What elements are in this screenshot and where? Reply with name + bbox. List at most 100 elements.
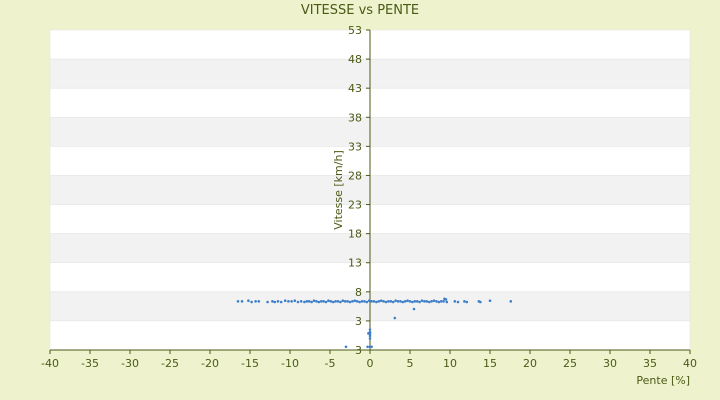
data-point [372, 300, 376, 303]
data-point [465, 300, 469, 304]
data-point [299, 300, 303, 303]
x-tick-label: -20 [201, 357, 219, 370]
y-tick-label: 23 [348, 199, 362, 212]
x-tick-label: -10 [281, 357, 299, 370]
x-tick-label: -25 [161, 357, 179, 370]
data-point [250, 300, 253, 304]
data-point [329, 300, 333, 303]
x-tick-label: 40 [683, 357, 697, 370]
x-axis-label: Pente [%] [636, 374, 690, 387]
data-point [303, 300, 306, 304]
x-tick-label: 25 [563, 357, 577, 370]
data-point [346, 300, 349, 303]
data-point [479, 300, 482, 304]
data-point [322, 300, 325, 303]
data-point [370, 345, 373, 349]
data-point [355, 300, 359, 303]
x-tick-label: 5 [407, 357, 414, 370]
data-point [240, 300, 244, 303]
data-point [266, 300, 269, 304]
data-point [336, 300, 340, 303]
data-point [366, 345, 369, 349]
data-point [287, 300, 290, 303]
data-point [456, 300, 460, 304]
data-point [413, 300, 417, 303]
data-point [420, 299, 424, 303]
data-point [273, 300, 277, 304]
data-point [247, 299, 250, 303]
y-tick-label: 33 [348, 140, 362, 153]
data-point [368, 328, 372, 331]
y-axis-label: Vitesse [km/h] [332, 150, 345, 230]
data-point [432, 299, 436, 303]
x-tick-label: -35 [81, 357, 99, 370]
data-point [401, 300, 405, 304]
data-point [319, 300, 323, 303]
data-point [351, 300, 354, 303]
data-point [427, 300, 431, 304]
x-tick-label: 30 [603, 357, 617, 370]
data-point [290, 300, 293, 303]
data-point [283, 299, 287, 303]
y-tick-label: 48 [348, 53, 362, 66]
data-point [382, 300, 385, 303]
data-point [348, 300, 352, 304]
data-point [430, 300, 433, 303]
data-point [310, 300, 313, 304]
data-point [423, 300, 426, 303]
chart-title: VITESSE vs PENTE [301, 3, 419, 18]
data-point [418, 300, 421, 304]
x-tick-label: -30 [121, 357, 139, 370]
x-tick-label: -15 [241, 357, 259, 370]
data-point [384, 300, 388, 304]
data-point [365, 300, 369, 304]
data-point [276, 300, 280, 303]
x-tick-label: -5 [325, 357, 336, 370]
data-point [341, 299, 345, 303]
data-point [236, 300, 240, 303]
data-point [307, 300, 311, 303]
data-point [257, 300, 261, 303]
y-tick-label: 8 [355, 286, 362, 299]
x-tick-label: 20 [523, 357, 537, 370]
data-point [442, 300, 445, 303]
data-point [488, 299, 492, 303]
data-point [324, 300, 328, 304]
y-tick-label: 3 [355, 315, 362, 328]
data-point [394, 299, 397, 303]
data-point [315, 300, 318, 303]
data-point [254, 300, 257, 303]
data-point [435, 300, 438, 303]
data-point [389, 300, 393, 303]
data-point [305, 300, 309, 303]
data-point [437, 300, 441, 304]
y-tick-label: 38 [348, 111, 362, 124]
y-tick-label: 28 [348, 169, 362, 182]
data-point [399, 300, 402, 303]
data-point [334, 300, 337, 303]
y-tick-label: 53 [348, 24, 362, 37]
data-point [453, 300, 457, 303]
data-point [367, 332, 370, 335]
data-point [353, 299, 357, 303]
y-tick-label: 13 [348, 257, 362, 270]
data-point [331, 300, 335, 304]
data-point [296, 300, 300, 304]
data-point [327, 299, 330, 303]
data-point [344, 345, 348, 349]
data-point [509, 300, 513, 303]
data-point [358, 300, 361, 304]
data-point [312, 299, 316, 303]
data-point [412, 307, 416, 311]
data-point [439, 300, 443, 303]
data-point [403, 300, 407, 303]
data-point [463, 300, 466, 303]
data-point [368, 337, 372, 340]
data-point [279, 300, 283, 304]
data-point [293, 299, 297, 303]
data-point [375, 300, 378, 304]
data-point [343, 300, 347, 303]
x-tick-label: 0 [367, 357, 374, 370]
x-tick-label: 15 [483, 357, 497, 370]
